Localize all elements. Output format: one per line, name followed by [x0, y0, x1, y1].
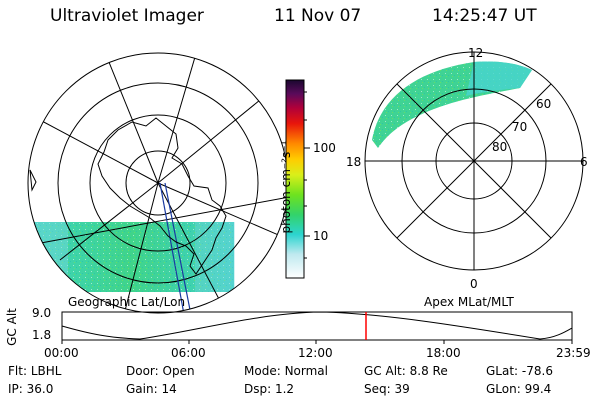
colorbar-tick-10: 10 [313, 229, 329, 243]
orbit-xtick-0000: 00:00 [44, 346, 79, 360]
colorbar-tick-100: 100 [313, 141, 336, 155]
mlt-label-18: 18 [346, 155, 362, 169]
altitude-curve [61, 311, 573, 340]
info-glon: GLon: 99.4 [486, 382, 552, 396]
right-panel-caption: Apex MLat/MLT [424, 295, 514, 309]
colorbar-label: photon cm⁻²s⁻¹ [279, 140, 293, 234]
info-mode: Mode: Normal [244, 364, 328, 378]
info-ip: IP: 36.0 [8, 382, 54, 396]
time-readout: 14:25:47 UT [432, 6, 537, 26]
info-gain: Gain: 14 [126, 382, 177, 396]
apex-mlat-mlt-panel [364, 51, 584, 271]
info-glat: GLat: -78.6 [486, 364, 553, 378]
orbit-ylabel: GC Alt [5, 308, 19, 346]
date-readout: 11 Nov 07 [274, 6, 362, 26]
mlt-label-12: 12 [468, 46, 484, 60]
info-door: Door: Open [126, 364, 195, 378]
left-panel-caption: Geographic Lat/Lon [68, 295, 186, 309]
geographic-map-panel [27, 52, 289, 314]
orbit-ytick-min: 1.8 [32, 328, 52, 342]
info-seq: Seq: 39 [364, 382, 410, 396]
orbit-xtick-1200: 12:00 [298, 346, 333, 360]
orbit-xtick-2359: 23:59 [556, 346, 591, 360]
mlat-label-70: 70 [512, 120, 528, 134]
mlat-label-60: 60 [536, 97, 552, 111]
info-dsp: Dsp: 1.2 [244, 382, 295, 396]
continent-outline [97, 117, 227, 275]
orbit-xtick-0600: 06:00 [171, 346, 206, 360]
mlat-label-80: 80 [492, 140, 508, 154]
app-title: Ultraviolet Imager [50, 6, 204, 26]
mlt-label-6: 6 [580, 155, 588, 169]
orbit-xtick-1800: 18:00 [426, 346, 461, 360]
mlt-label-0: 0 [470, 277, 478, 291]
orbit-ytick-max: 9.0 [32, 306, 52, 320]
colorbar [285, 79, 310, 279]
info-gc-alt: GC Alt: 8.8 Re [364, 364, 448, 378]
info-flt: Flt: LBHL [8, 364, 62, 378]
orbit-altitude-plot [61, 311, 573, 344]
